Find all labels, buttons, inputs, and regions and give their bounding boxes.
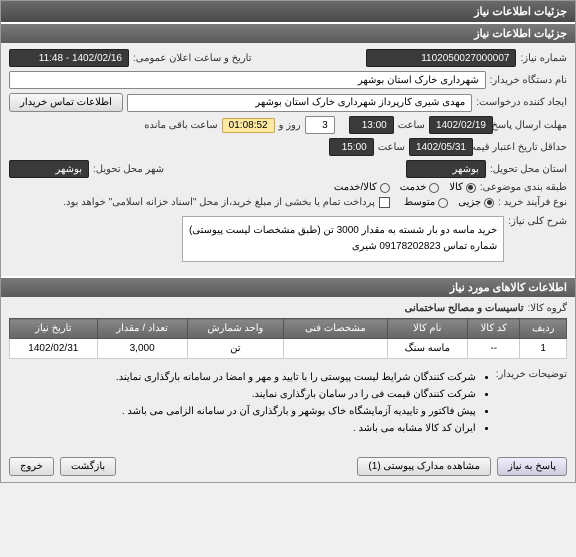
note-item: پیش فاکتور و تاییدیه آزمایشگاه خاک بوشهر… (116, 403, 476, 420)
requester-field: مهدی شیری کارپرداز شهرداری خارک استان بو… (127, 94, 472, 112)
need-no-field: 1102050027000007 (366, 49, 516, 67)
td-qty: 3,000 (97, 339, 187, 359)
view-attach-button[interactable]: مشاهده مدارک پیوستی (1) (357, 457, 491, 476)
time-label-2: ساعت (378, 142, 405, 153)
section-header-main: جزئیات اطلاعات نیاز (1, 24, 575, 43)
radio-goods[interactable]: کالا (449, 182, 476, 193)
note-item: شرکت کنندگان شرایط لیست پیوستی را با تای… (116, 369, 476, 386)
group-value: تاسیسات و مصالح ساختمانی (405, 303, 524, 314)
th-code: کد کالا (468, 319, 520, 339)
window: جزئیات اطلاعات نیاز جزئیات اطلاعات نیاز … (0, 0, 576, 483)
city-field: بوشهر (9, 160, 89, 178)
radio-dot-gs (380, 183, 390, 193)
city-label: شهر محل تحویل: (93, 164, 164, 175)
desc-box: خرید ماسه دو بار شسته به مقدار 3000 تن (… (182, 216, 504, 262)
time-label-1: ساعت (398, 120, 425, 131)
back-button[interactable]: بازگشت (60, 457, 116, 476)
announce-field: 1402/02/16 - 11:48 (9, 49, 129, 67)
process-radio-group: جزیی متوسط (404, 197, 494, 208)
th-unit: واحد شمارش (187, 319, 283, 339)
radio-dot-goods (466, 183, 476, 193)
radio-goods-label: کالا (449, 182, 463, 193)
td-unit: تن (187, 339, 283, 359)
td-row: 1 (520, 339, 567, 359)
radio-service-label: خدمت (400, 182, 427, 193)
desc-label: شرح کلی نیاز: (508, 212, 567, 227)
deadline-prefix-label: مهلت ارسال پاسخ: تا (497, 120, 567, 131)
th-tech: مشخصات فنی (284, 319, 387, 339)
validity-time-field: 15:00 (329, 138, 374, 156)
td-code: -- (468, 339, 520, 359)
radio-medium[interactable]: متوسط (404, 197, 448, 208)
radio-dot-partial (484, 198, 494, 208)
radio-goods-service[interactable]: کالا/خدمت (334, 182, 390, 193)
requester-label: ایجاد کننده درخواست: (476, 97, 567, 108)
radio-partial[interactable]: جزیی (458, 197, 494, 208)
radio-service[interactable]: خدمت (400, 182, 440, 193)
validity-date-field: 1402/05/31 (409, 138, 473, 156)
days-field: 3 (305, 116, 335, 134)
window-title: جزئیات اطلاعات نیاز (474, 6, 567, 18)
notes-label: توضیحات خریدار: (496, 365, 567, 380)
td-date: 1402/02/31 (10, 339, 98, 359)
form-area: شماره نیاز: 1102050027000007 تاریخ و ساع… (1, 43, 575, 276)
desc-line2: شماره تماس 09178202823 شیری (189, 239, 497, 255)
province-field: بوشهر (406, 160, 486, 178)
radio-partial-label: جزیی (458, 197, 481, 208)
reply-button[interactable]: پاسخ به نیاز (497, 457, 567, 476)
buyer-org-label: نام دستگاه خریدار: (490, 75, 567, 86)
td-name: ماسه سنگ (387, 339, 467, 359)
validity-label: حداقل تاریخ اعتبار قیمت تا تاریخ: (477, 141, 567, 154)
titlebar: جزئیات اطلاعات نیاز (1, 1, 575, 22)
category-radio-group: کالا خدمت کالا/خدمت (334, 182, 476, 193)
deadline-time-field: 13:00 (349, 116, 394, 134)
payment-checkbox[interactable] (379, 197, 390, 208)
button-row: پاسخ به نیاز مشاهده مدارک پیوستی (1) باز… (1, 451, 575, 482)
timer-field: 01:08:52 (222, 118, 275, 133)
section-header-goods: اطلاعات کالاهای مورد نیاز (1, 278, 575, 297)
th-row: ردیف (520, 319, 567, 339)
category-label: طبقه بندی موضوعی: (480, 182, 567, 193)
announce-label: تاریخ و ساعت اعلان عمومی: (133, 53, 252, 64)
deadline-date-field: 1402/02/19 (429, 116, 493, 134)
desc-line1: خرید ماسه دو بار شسته به مقدار 3000 تن (… (189, 223, 497, 239)
radio-dot-service (429, 183, 439, 193)
goods-area: گروه کالا: تاسیسات و مصالح ساختمانی ردیف… (1, 297, 575, 451)
th-name: نام کالا (387, 319, 467, 339)
group-label: گروه کالا: (528, 303, 567, 314)
table-row[interactable]: 1 -- ماسه سنگ تن 3,000 1402/02/31 (10, 339, 567, 359)
td-tech (284, 339, 387, 359)
th-qty: تعداد / مقدار (97, 319, 187, 339)
province-label: استان محل تحویل: (490, 164, 567, 175)
goods-section-title: اطلاعات کالاهای مورد نیاز (450, 282, 567, 294)
contact-button[interactable]: اطلاعات تماس خریدار (9, 93, 123, 112)
notes-list: شرکت کنندگان شرایط لیست پیوستی را با تای… (116, 365, 492, 441)
radio-medium-label: متوسط (404, 197, 435, 208)
buyer-org-field: شهرداری خارک استان بوشهر (9, 71, 486, 89)
need-no-label: شماره نیاز: (520, 53, 567, 64)
days-label: روز و (279, 120, 301, 131)
payment-note: پرداخت تمام یا بخشی از مبلغ خرید،از محل … (63, 197, 375, 208)
radio-gs-label: کالا/خدمت (334, 182, 377, 193)
exit-button[interactable]: خروج (9, 457, 54, 476)
note-item: شرکت کنندگان قیمت فی را در سامان بارگذار… (116, 386, 476, 403)
process-label: نوع فرآیند خرید : (498, 197, 567, 208)
section-title: جزئیات اطلاعات نیاز (474, 28, 567, 40)
th-date: تاریخ نیاز (10, 319, 98, 339)
radio-dot-medium (438, 198, 448, 208)
note-item: ایران کد کالا مشابه می باشد . (116, 420, 476, 437)
goods-table: ردیف کد کالا نام کالا مشخصات فنی واحد شم… (9, 318, 567, 359)
remaining-label: ساعت باقی مانده (144, 120, 217, 131)
